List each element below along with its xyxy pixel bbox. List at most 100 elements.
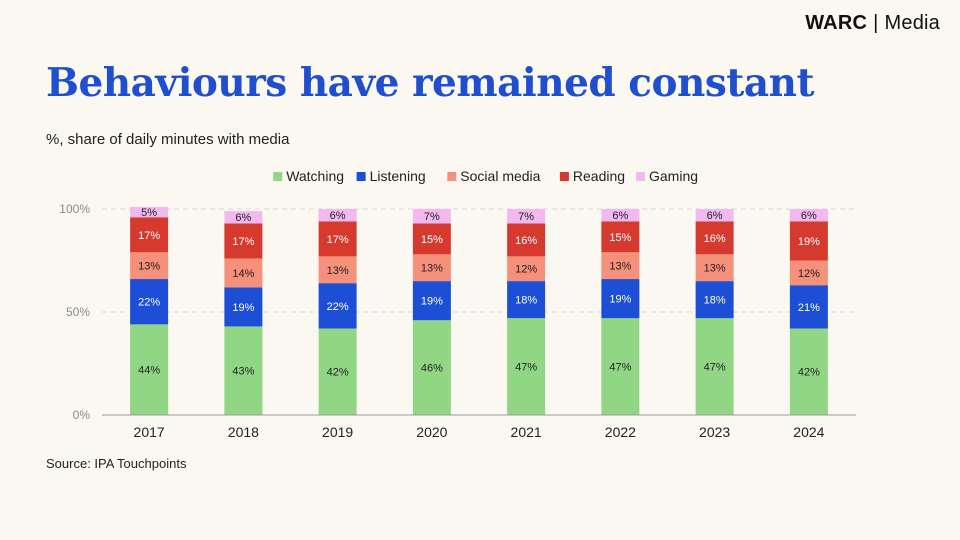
data-label: 14% (232, 268, 254, 280)
bar-segment-reading-2019 (318, 221, 357, 257)
bar-segment-watching-2020 (412, 320, 451, 415)
data-label: 42% (798, 367, 820, 379)
legend-swatch-reading (559, 172, 569, 181)
data-label: 16% (515, 235, 537, 247)
data-label: 47% (609, 362, 631, 374)
bar-segment-watching-2022 (601, 318, 640, 415)
bar-segment-watching-2023 (695, 318, 734, 415)
data-label: 17% (232, 236, 254, 248)
data-label: 13% (609, 261, 631, 273)
bar-segment-watching-2019 (318, 328, 357, 415)
bar-segment-listening-2022 (601, 279, 640, 319)
bar-segment-social-media-2023 (695, 254, 734, 282)
brand-section: Media (884, 12, 940, 34)
data-label: 12% (798, 268, 820, 280)
data-label: 17% (327, 234, 349, 246)
bar-segment-reading-2020 (412, 223, 451, 255)
y-tick-label: 100% (59, 202, 90, 216)
data-label: 19% (421, 296, 443, 308)
bar-segment-gaming-2020 (412, 209, 451, 224)
data-label: 22% (138, 297, 160, 309)
data-label: 43% (232, 366, 254, 378)
bar-segment-gaming-2021 (507, 209, 546, 224)
data-label: 19% (798, 236, 820, 248)
bar-segment-gaming-2024 (789, 209, 828, 222)
data-label: 13% (138, 261, 160, 273)
brand-separator: | (873, 12, 879, 34)
data-label: 18% (515, 295, 537, 307)
legend-swatch-gaming (636, 172, 645, 181)
data-label: 13% (327, 265, 349, 277)
x-tick-label: 2022 (605, 424, 636, 440)
x-tick-label: 2021 (511, 424, 542, 440)
y-tick-label: 50% (66, 305, 90, 319)
data-label: 6% (235, 212, 251, 224)
data-label: 18% (704, 295, 726, 307)
bar-segment-listening-2020 (412, 281, 451, 321)
bar-segment-gaming-2018 (224, 211, 263, 224)
data-label: 6% (330, 210, 346, 222)
bar-segment-social-media-2018 (224, 258, 263, 288)
data-label: 47% (515, 362, 537, 374)
bar-segment-watching-2017 (130, 324, 169, 415)
bar-segment-listening-2018 (224, 287, 263, 327)
data-label: 19% (609, 294, 631, 306)
data-label: 13% (421, 263, 443, 275)
brand-logo: WARC | Media (805, 12, 940, 35)
data-label: 21% (798, 302, 820, 314)
data-label: 16% (704, 233, 726, 245)
data-label: 5% (141, 207, 157, 219)
data-label: 7% (518, 211, 534, 223)
data-label: 17% (138, 230, 160, 242)
bar-segment-reading-2017 (130, 217, 169, 253)
data-label: 12% (515, 264, 537, 276)
brand-name: WARC (805, 12, 868, 34)
data-label: 15% (421, 234, 443, 246)
data-label: 6% (707, 210, 723, 222)
data-label: 42% (327, 367, 349, 379)
legend-label-social-media: Social media (460, 168, 540, 184)
chart-subtitle: %, share of daily minutes with media (46, 131, 290, 148)
data-label: 22% (327, 301, 349, 313)
legend-label-reading: Reading (573, 168, 625, 184)
page-title: Behaviours have remained constant (46, 60, 814, 106)
legend-label-watching: Watching (286, 168, 344, 184)
x-tick-label: 2020 (416, 424, 447, 440)
bar-segment-social-media-2021 (507, 256, 546, 282)
bar-segment-gaming-2019 (318, 209, 357, 222)
bar-segment-watching-2021 (507, 318, 546, 415)
data-label: 46% (421, 363, 443, 375)
bar-segment-watching-2018 (224, 326, 263, 415)
source-note: Source: IPA Touchpoints (46, 456, 187, 471)
data-label: 6% (612, 210, 628, 222)
bar-segment-social-media-2017 (130, 252, 169, 280)
bar-segment-social-media-2024 (789, 260, 828, 286)
bar-segment-reading-2022 (601, 221, 640, 253)
x-tick-label: 2024 (793, 424, 824, 440)
bar-segment-gaming-2017 (130, 206, 169, 218)
bar-segment-social-media-2022 (601, 252, 640, 280)
data-label: 47% (704, 362, 726, 374)
bar-segment-listening-2023 (695, 281, 734, 319)
bar-segment-gaming-2022 (601, 209, 640, 222)
legend-label-gaming: Gaming (649, 168, 698, 184)
bar-segment-listening-2017 (130, 279, 169, 325)
bar-segment-reading-2024 (789, 221, 828, 261)
legend-swatch-social-media (447, 172, 457, 181)
legend-swatch-watching (273, 172, 283, 181)
bar-segment-social-media-2020 (412, 254, 451, 282)
data-label: 7% (424, 211, 440, 223)
bar-segment-social-media-2019 (318, 256, 357, 284)
x-tick-label: 2023 (699, 424, 730, 440)
y-tick-label: 0% (73, 408, 91, 422)
x-tick-label: 2017 (134, 424, 165, 440)
x-tick-label: 2018 (228, 424, 259, 440)
data-label: 13% (704, 263, 726, 275)
bar-segment-reading-2023 (695, 221, 734, 255)
data-label: 6% (801, 210, 817, 222)
legend-label-listening: Listening (370, 168, 426, 184)
legend-swatch-listening (356, 172, 366, 181)
data-label: 44% (138, 365, 160, 377)
bar-segment-reading-2018 (224, 223, 263, 259)
